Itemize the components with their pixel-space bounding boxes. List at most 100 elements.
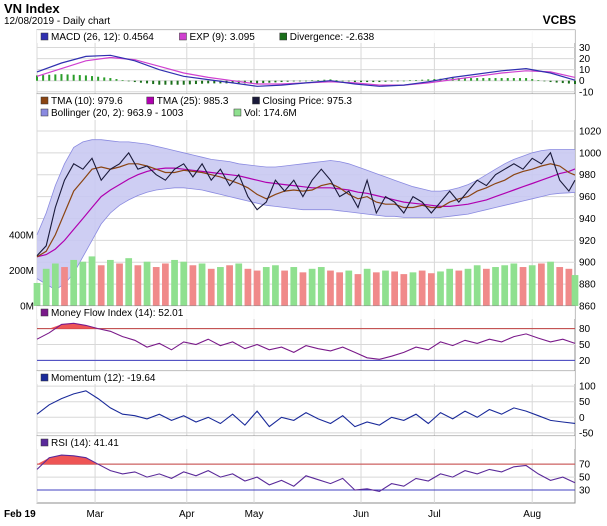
volume-bar — [272, 265, 279, 306]
volume-bar — [253, 270, 261, 306]
y-tick-label: 70 — [579, 460, 591, 471]
divergence-bar — [537, 80, 540, 81]
divergence-bar — [384, 80, 387, 82]
volume-bar — [162, 263, 169, 306]
x-tick-label: Feb 19 — [4, 509, 36, 520]
divergence-bar — [317, 80, 320, 81]
volume-bar — [79, 261, 87, 306]
divergence-bar — [360, 80, 363, 83]
divergence-bar — [323, 79, 326, 81]
y-tick-label: 960 — [579, 192, 596, 203]
divergence-bar — [543, 80, 546, 82]
divergence-bar — [445, 78, 448, 81]
divergence-bar — [415, 80, 418, 81]
divergence-bar — [60, 74, 63, 81]
divergence-bar — [268, 80, 271, 83]
divergence-bar — [402, 80, 405, 82]
legend-label: MACD (26, 12): 0.4564 — [51, 32, 154, 43]
volume-bar — [51, 263, 59, 306]
volume-bar — [262, 267, 270, 306]
legend-bg — [37, 30, 575, 43]
legend-swatch — [40, 308, 49, 317]
legend-label: Divergence: -2.638 — [290, 32, 375, 43]
divergence-bar — [72, 74, 75, 81]
volume-bar — [70, 259, 78, 306]
legend-swatch — [40, 32, 49, 41]
volume-tick-label: 0M — [20, 302, 34, 313]
momentum-panel: 100 50 0 -50 Momentum (12): -19.64 — [36, 370, 596, 439]
legend-swatch — [146, 96, 154, 105]
divergence-bar — [378, 80, 381, 83]
legend-bg — [37, 306, 575, 319]
divergence-bar — [574, 80, 576, 85]
divergence-bar — [42, 75, 45, 81]
divergence-bar — [158, 80, 161, 85]
divergence-bar — [292, 80, 295, 82]
divergence-bar — [121, 80, 124, 81]
divergence-bar — [164, 80, 167, 85]
volume-bar — [571, 275, 579, 306]
y-tick-label: 1000 — [579, 148, 602, 159]
volume-bar — [427, 273, 435, 306]
divergence-bar — [298, 80, 301, 82]
volume-bar — [61, 267, 68, 306]
divergence-bar — [36, 75, 38, 81]
divergence-bar — [91, 76, 94, 81]
divergence-bar — [188, 80, 191, 85]
legend-swatch — [40, 96, 49, 105]
divergence-bar — [470, 78, 473, 81]
volume-bar — [42, 268, 50, 306]
volume-bar — [180, 261, 188, 306]
momentum-line — [36, 390, 576, 428]
chart-title: VN Index — [4, 1, 60, 16]
y-tick-label: 900 — [579, 258, 596, 269]
y-tick-label: 50 — [579, 340, 591, 351]
legend-label: Momentum (12): -19.64 — [51, 373, 156, 384]
volume-bar — [455, 270, 463, 306]
divergence-bar — [463, 78, 466, 81]
bollinger-lower — [36, 187, 576, 291]
volume-bar — [116, 263, 123, 306]
tma10-line — [36, 163, 576, 258]
rsi-panel: 70 50 30 RSI (14): 41.41 — [36, 435, 591, 504]
y-tick-label: 880 — [579, 280, 596, 291]
divergence-bar — [433, 79, 436, 81]
legend-bg — [37, 436, 575, 449]
volume-bar — [501, 265, 509, 306]
y-tick-label: 980 — [579, 170, 596, 181]
divergence-bar — [341, 80, 344, 82]
volume-bar — [538, 263, 545, 306]
volume-bar — [437, 271, 444, 306]
volume-bar — [528, 265, 536, 306]
divergence-bar — [152, 80, 155, 85]
divergence-bar — [311, 80, 314, 81]
price-panel: 1020 1000 980 960 940 920 900 880 860 400M 200M 0M T… — [9, 93, 602, 313]
volume-bar — [244, 268, 252, 306]
volume-bar — [152, 267, 160, 306]
divergence-bar — [518, 78, 521, 81]
y-tick-label: 920 — [579, 236, 596, 247]
divergence-bar — [231, 80, 234, 84]
y-tick-label: -10 — [579, 87, 594, 98]
divergence-bar — [457, 78, 460, 81]
divergence-bar — [549, 80, 552, 83]
divergence-bar — [353, 80, 356, 83]
volume-bar — [33, 282, 41, 306]
divergence-bar — [335, 80, 338, 81]
volume-bar — [556, 267, 564, 306]
volume-bar — [207, 268, 215, 306]
volume-bar — [125, 258, 133, 306]
divergence-bar — [84, 75, 87, 81]
volume-bar — [107, 259, 114, 306]
volume-bar — [226, 265, 233, 306]
divergence-bar — [408, 80, 411, 81]
x-tick-label: Jun — [353, 509, 369, 520]
legend-swatch — [233, 108, 242, 117]
divergence-bar — [567, 80, 570, 84]
volume-bar — [97, 265, 105, 306]
volume-bar — [143, 261, 151, 306]
legend-swatch — [279, 32, 287, 41]
divergence-bar — [213, 80, 216, 84]
divergence-bar — [476, 78, 479, 81]
